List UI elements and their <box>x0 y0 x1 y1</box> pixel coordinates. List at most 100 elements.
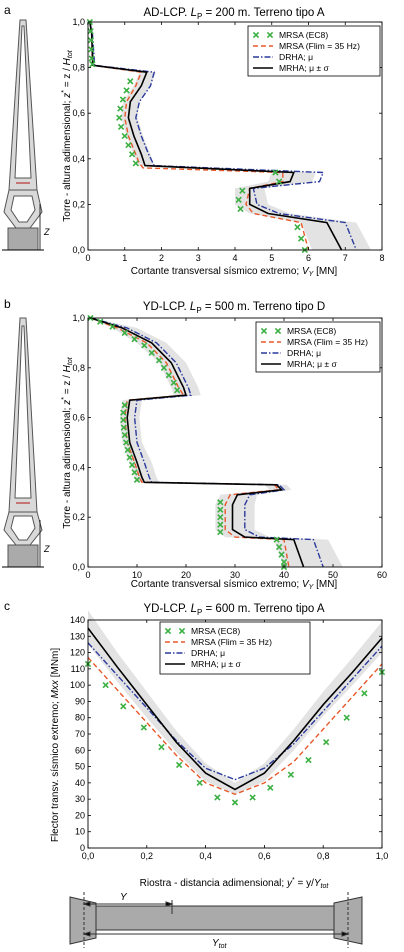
y-tick-label-a-2: 0,4 <box>72 154 85 164</box>
marker-b-16 <box>121 431 128 439</box>
series-line-c-1 <box>87 657 383 796</box>
title-b: YD-LCP. LP = 500 m. Terreno tipo D <box>143 301 325 315</box>
marker-a-2 <box>87 37 95 44</box>
y-axis-label-b: Torre - altura adimensional; z* = z / Ht… <box>61 356 74 528</box>
marker-c-2 <box>120 703 127 710</box>
marker-c-15 <box>361 690 368 697</box>
tower-drawing-a <box>2 19 44 251</box>
title-c: YD-LCP. LP = 600 m. Terreno tipo A <box>143 603 324 617</box>
band-b <box>89 318 343 567</box>
panel-b: b YD-LCP. LP = 500 m. Terreno tipo D Z 0… <box>2 297 387 591</box>
panel-label-a: a <box>4 3 11 17</box>
marker-b-28 <box>273 536 280 543</box>
x-tick-label-c-3: 0,6 <box>258 851 271 861</box>
marker-b-4 <box>131 335 138 343</box>
legend-label-c-3: MRHA; μ ± σ <box>191 659 242 669</box>
legend-marker-a-0 <box>252 31 260 39</box>
marker-c-8 <box>231 799 239 806</box>
tower-label-z-b: Z <box>43 544 50 554</box>
marker-a-9 <box>117 105 124 112</box>
y-tick-label-b-2: 0,4 <box>72 462 85 472</box>
x-tick-label-b-2: 20 <box>181 570 191 580</box>
marker-b-20 <box>128 461 136 469</box>
marker-b-13 <box>120 409 127 416</box>
legend-label-a-0: MRSA (EC8) <box>279 30 328 40</box>
marker-a-12 <box>121 132 128 140</box>
y-tick-label-c-4: 40 <box>75 778 85 788</box>
x-axis-label-b: Cortante transversal sísmico extremo; VY… <box>131 579 338 591</box>
marker-c-9 <box>249 794 256 801</box>
x-tick-label-c-5: 1,0 <box>376 851 389 861</box>
marker-a-8 <box>119 96 127 103</box>
legend-label-a-1: MRSA (Flim = 35 Hz) <box>279 41 360 51</box>
x-tick-label-b-3: 30 <box>230 570 240 580</box>
tower-drawing-b <box>2 317 44 568</box>
beam-label-y: Y <box>120 892 128 903</box>
marker-a-17 <box>275 178 283 185</box>
series-line-a-3 <box>89 21 343 251</box>
marker-b-18 <box>124 446 131 454</box>
x-tick-label-c-2: 0,4 <box>199 851 212 861</box>
marker-b-9 <box>165 372 173 379</box>
legend-marker-b-0 <box>260 327 268 335</box>
legend-box-c <box>159 621 311 675</box>
y-axis-label-c: Flector transv. sísmico extremo; Mxx [MN… <box>50 648 61 843</box>
marker-c-12 <box>305 756 312 764</box>
panel-a: a AD-LCP. LP = 200 m. Terreno tipo A Z 0… <box>2 3 385 278</box>
marker-c-13 <box>322 738 330 746</box>
y-tick-label-c-2: 20 <box>75 810 85 820</box>
y-tick-label-c-7: 70 <box>75 729 85 739</box>
legend-label-b-2: DRHA; μ <box>287 348 321 358</box>
x-tick-label-b-6: 60 <box>377 570 387 580</box>
marker-b-15 <box>120 424 127 431</box>
y-tick-label-c-11: 110 <box>71 664 85 674</box>
y-tick-label-c-6: 60 <box>75 745 85 755</box>
marker-a-4 <box>88 55 95 62</box>
y-tick-label-c-9: 90 <box>75 696 85 706</box>
marker-a-11 <box>117 123 125 131</box>
marker-b-2 <box>109 323 116 330</box>
y-tick-label-a-5: 1,0 <box>72 17 85 27</box>
x-tick-label-a-8: 8 <box>379 253 384 263</box>
legend-label-a-2: DRHA; μ <box>279 52 313 62</box>
marker-a-21 <box>294 224 301 231</box>
legend-c: MRSA (EC8)MRSA (Flim = 35 Hz)DRHA; μMRHA… <box>159 621 311 675</box>
band-c <box>88 610 382 795</box>
marker-a-15 <box>132 160 139 167</box>
legend-marker-b-1 <box>274 327 282 335</box>
legend-a: MRSA (EC8)MRSA (Flim = 35 Hz)DRHA; μMRHA… <box>247 25 381 77</box>
y-tick-label-b-5: 1,0 <box>72 313 85 323</box>
y-tick-label-c-13: 130 <box>70 631 85 641</box>
x-tick-label-c-0: 0,0 <box>82 851 95 861</box>
legend-label-b-0: MRSA (EC8) <box>287 326 336 336</box>
marker-c-10 <box>267 784 274 791</box>
marker-a-14 <box>128 151 136 158</box>
x-axis-label-a: Cortante transversal sísmico extremo; VY… <box>131 266 338 278</box>
y-tick-label-c-8: 80 <box>75 713 85 723</box>
x-tick-label-b-0: 0 <box>85 570 90 580</box>
marker-b-5 <box>141 342 148 349</box>
marker-b-23 <box>217 499 224 506</box>
marker-a-1 <box>87 27 94 35</box>
marker-a-18 <box>239 187 246 194</box>
marker-b-21 <box>131 469 138 476</box>
x-axis-label-c: Riostra - distancia adimensional; y* = y… <box>140 877 330 890</box>
marker-b-24 <box>217 506 224 513</box>
marker-a-3 <box>88 46 95 53</box>
x-tick-label-a-6: 6 <box>306 253 311 263</box>
y-tick-label-b-1: 0,2 <box>72 512 85 522</box>
marker-b-7 <box>155 357 163 364</box>
marker-c-5 <box>175 761 183 769</box>
series-line-b-3 <box>90 317 305 568</box>
marker-b-10 <box>170 379 177 386</box>
marker-b-31 <box>280 558 288 566</box>
y-tick-label-a-4: 0,8 <box>72 63 85 73</box>
legend-marker-c-1 <box>178 627 186 635</box>
x-tick-label-a-0: 0 <box>85 253 90 263</box>
x-tick-label-c-1: 0,2 <box>141 851 154 861</box>
tower-label-z-a: Z <box>43 227 50 237</box>
x-tick-label-a-5: 5 <box>269 253 274 263</box>
title-a: AD-LCP. LP = 200 m. Terreno tipo A <box>143 7 324 21</box>
marker-b-3 <box>121 329 128 337</box>
marker-a-22 <box>297 235 305 242</box>
